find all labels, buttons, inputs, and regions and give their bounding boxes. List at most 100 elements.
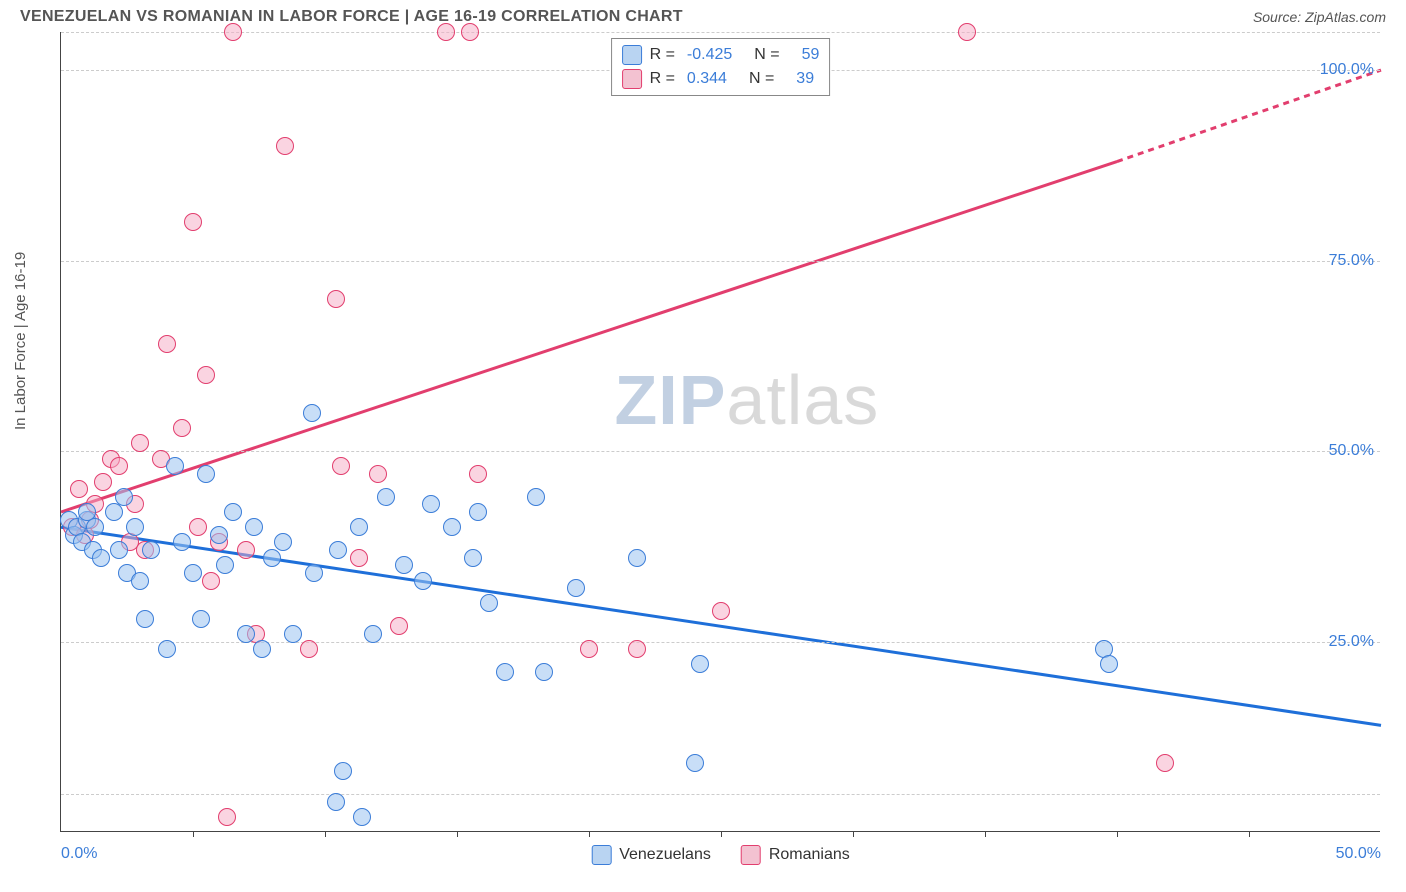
legend-row-romanians: R = 0.344 N = 39 <box>622 67 820 91</box>
x-tick <box>721 831 722 837</box>
data-point-romanians <box>197 366 215 384</box>
data-point-romanians <box>189 518 207 536</box>
trend-line <box>61 162 1117 512</box>
data-point-romanians <box>202 572 220 590</box>
data-point-venezuelans <box>131 572 149 590</box>
data-point-venezuelans <box>329 541 347 559</box>
legend-swatch-romanians <box>741 845 761 865</box>
y-tick-label: 25.0% <box>1329 633 1374 651</box>
data-point-romanians <box>1156 754 1174 772</box>
data-point-venezuelans <box>353 808 371 826</box>
x-tick <box>325 831 326 837</box>
data-point-venezuelans <box>464 549 482 567</box>
legend-item-venezuelans: Venezuelans <box>591 845 711 865</box>
data-point-romanians <box>580 640 598 658</box>
x-tick <box>1249 831 1250 837</box>
data-point-venezuelans <box>469 503 487 521</box>
data-point-venezuelans <box>126 518 144 536</box>
data-point-venezuelans <box>443 518 461 536</box>
data-point-venezuelans <box>1100 655 1118 673</box>
data-point-romanians <box>332 457 350 475</box>
data-point-venezuelans <box>224 503 242 521</box>
legend-r-value-venezuelans: -0.425 <box>687 46 732 64</box>
data-point-romanians <box>712 602 730 620</box>
data-point-venezuelans <box>245 518 263 536</box>
y-axis-label: In Labor Force | Age 16-19 <box>12 252 29 430</box>
data-point-venezuelans <box>158 640 176 658</box>
trend-line <box>1117 70 1381 161</box>
source-label: Source: ZipAtlas.com <box>1253 9 1386 25</box>
data-point-romanians <box>958 23 976 41</box>
data-point-venezuelans <box>284 625 302 643</box>
data-point-venezuelans <box>274 533 292 551</box>
data-point-romanians <box>437 23 455 41</box>
x-tick <box>193 831 194 837</box>
legend-r-value-romanians: 0.344 <box>687 70 727 88</box>
data-point-romanians <box>628 640 646 658</box>
data-point-venezuelans <box>136 610 154 628</box>
data-point-romanians <box>469 465 487 483</box>
legend-n-value-venezuelans: 59 <box>802 46 820 64</box>
data-point-venezuelans <box>110 541 128 559</box>
legend-swatch-venezuelans <box>591 845 611 865</box>
data-point-romanians <box>70 480 88 498</box>
data-point-venezuelans <box>184 564 202 582</box>
data-point-romanians <box>237 541 255 559</box>
legend-row-venezuelans: R = -0.425 N = 59 <box>622 43 820 67</box>
data-point-romanians <box>327 290 345 308</box>
data-point-romanians <box>300 640 318 658</box>
data-point-venezuelans <box>686 754 704 772</box>
x-tick <box>1117 831 1118 837</box>
chart-area: 25.0%50.0%75.0%100.0%0.0%50.0% ZIPatlas … <box>60 32 1380 832</box>
y-tick-label: 75.0% <box>1329 252 1374 270</box>
data-point-romanians <box>184 213 202 231</box>
gridline <box>61 451 1380 452</box>
gridline <box>61 32 1380 33</box>
data-point-romanians <box>276 137 294 155</box>
trend-lines-layer <box>61 32 1380 831</box>
data-point-romanians <box>131 434 149 452</box>
data-point-venezuelans <box>166 457 184 475</box>
data-point-venezuelans <box>303 404 321 422</box>
legend-n-value-romanians: 39 <box>796 70 814 88</box>
data-point-venezuelans <box>192 610 210 628</box>
legend-swatch-venezuelans <box>622 45 642 65</box>
data-point-venezuelans <box>480 594 498 612</box>
legend-item-romanians: Romanians <box>741 845 850 865</box>
legend-swatch-romanians <box>622 69 642 89</box>
data-point-venezuelans <box>422 495 440 513</box>
x-tick-label: 0.0% <box>61 845 97 863</box>
data-point-venezuelans <box>527 488 545 506</box>
y-tick-label: 50.0% <box>1329 442 1374 460</box>
x-tick <box>853 831 854 837</box>
data-point-romanians <box>158 335 176 353</box>
data-point-venezuelans <box>535 663 553 681</box>
legend-n-label: N = <box>749 70 774 88</box>
data-point-romanians <box>218 808 236 826</box>
data-point-venezuelans <box>628 549 646 567</box>
data-point-venezuelans <box>105 503 123 521</box>
data-point-venezuelans <box>327 793 345 811</box>
data-point-venezuelans <box>414 572 432 590</box>
data-point-romanians <box>224 23 242 41</box>
data-point-venezuelans <box>350 518 368 536</box>
x-tick <box>589 831 590 837</box>
x-tick-label: 50.0% <box>1336 845 1381 863</box>
plot-surface: 25.0%50.0%75.0%100.0%0.0%50.0% <box>61 32 1380 831</box>
legend-r-label: R = <box>650 46 675 64</box>
data-point-venezuelans <box>691 655 709 673</box>
data-point-venezuelans <box>92 549 110 567</box>
data-point-romanians <box>350 549 368 567</box>
legend-r-label: R = <box>650 70 675 88</box>
data-point-romanians <box>390 617 408 635</box>
data-point-venezuelans <box>173 533 191 551</box>
x-tick <box>457 831 458 837</box>
data-point-venezuelans <box>263 549 281 567</box>
correlation-legend: R = -0.425 N = 59 R = 0.344 N = 39 <box>611 38 831 96</box>
x-tick <box>985 831 986 837</box>
series-legend: Venezuelans Romanians <box>591 845 850 865</box>
gridline <box>61 794 1380 795</box>
data-point-venezuelans <box>210 526 228 544</box>
data-point-venezuelans <box>237 625 255 643</box>
data-point-venezuelans <box>305 564 323 582</box>
